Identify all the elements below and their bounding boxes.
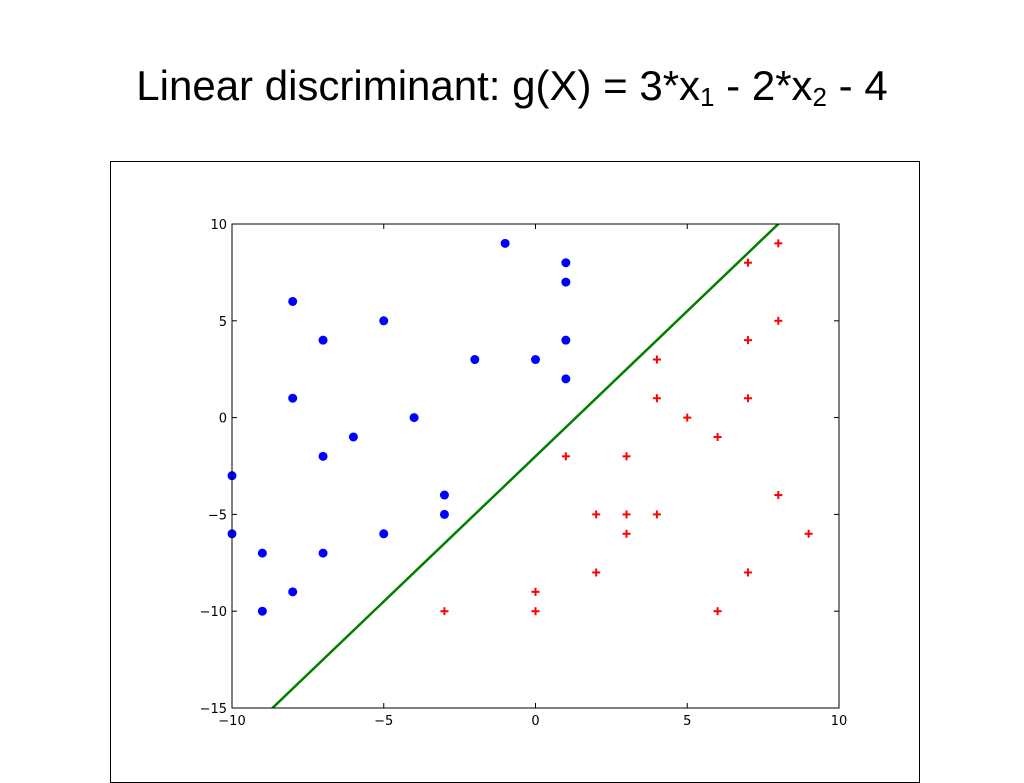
data-point-plus bbox=[774, 491, 783, 500]
data-point-circle bbox=[561, 258, 571, 268]
data-point-plus bbox=[622, 510, 631, 519]
title-main: Linear discriminant: g(X) = 3*x bbox=[136, 62, 701, 109]
title-end: - 4 bbox=[827, 62, 888, 109]
data-point-plus bbox=[713, 432, 722, 441]
data-point-plus bbox=[743, 258, 752, 267]
data-point-plus bbox=[683, 413, 692, 422]
data-point-plus bbox=[592, 568, 601, 577]
data-point-circle bbox=[257, 606, 267, 616]
data-point-circle bbox=[439, 509, 449, 519]
data-point-plus bbox=[743, 336, 752, 345]
data-point-plus bbox=[743, 394, 752, 403]
data-point-circle bbox=[318, 335, 328, 345]
data-point-plus bbox=[713, 607, 722, 616]
data-point-plus bbox=[652, 510, 661, 519]
data-point-circle bbox=[257, 548, 267, 558]
data-point-plus bbox=[531, 607, 540, 616]
data-point-circle bbox=[561, 335, 571, 345]
data-point-circle bbox=[318, 548, 328, 558]
data-point-circle bbox=[318, 451, 328, 461]
y-tick-label: 10 bbox=[210, 218, 227, 233]
x-tick-label: −10 bbox=[218, 714, 245, 729]
data-point-circle bbox=[379, 316, 389, 326]
figure-frame: −10 −5 0 5 10 −15 −10 −5 0 5 10 bbox=[110, 161, 920, 783]
plot-area-border bbox=[231, 223, 840, 709]
data-point-plus bbox=[743, 568, 752, 577]
data-point-circle bbox=[379, 529, 389, 539]
data-point-circle bbox=[500, 238, 510, 248]
data-point-circle bbox=[470, 355, 480, 365]
title-subscript-2: 2 bbox=[812, 82, 828, 112]
data-point-plus bbox=[592, 510, 601, 519]
slide-title: Linear discriminant: g(X) = 3*x1 - 2*x2 … bbox=[0, 62, 1024, 113]
x-tick-label: 0 bbox=[531, 714, 539, 729]
data-point-plus bbox=[652, 394, 661, 403]
data-point-circle bbox=[561, 277, 571, 287]
x-tick-label: −5 bbox=[374, 714, 393, 729]
data-point-plus bbox=[652, 355, 661, 364]
y-tick-label: −10 bbox=[200, 605, 227, 620]
data-point-circle bbox=[561, 374, 571, 384]
y-tick-label: 5 bbox=[219, 315, 227, 330]
y-tick-label: −5 bbox=[208, 508, 227, 523]
data-point-circle bbox=[348, 432, 358, 442]
x-tick-label: 10 bbox=[831, 714, 848, 729]
data-point-plus bbox=[561, 452, 570, 461]
data-point-plus bbox=[622, 452, 631, 461]
decision-boundary-line bbox=[270, 224, 781, 708]
y-tick-label: 0 bbox=[219, 412, 227, 427]
data-point-circle bbox=[439, 490, 449, 500]
data-point-circle bbox=[288, 393, 298, 403]
data-point-plus bbox=[774, 316, 783, 325]
title-subscript-1: 1 bbox=[700, 82, 715, 112]
data-point-plus bbox=[622, 529, 631, 538]
y-tick-label: −15 bbox=[200, 702, 227, 717]
data-point-circle bbox=[409, 413, 419, 423]
data-point-circle bbox=[531, 355, 540, 365]
x-tick-label: 5 bbox=[683, 714, 691, 729]
title-middle: - 2*x bbox=[714, 62, 813, 109]
data-point-plus bbox=[531, 587, 540, 596]
data-point-circle bbox=[288, 296, 298, 306]
data-point-plus bbox=[440, 607, 449, 616]
data-point-circle bbox=[288, 587, 298, 597]
data-point-plus bbox=[774, 239, 783, 248]
data-point-plus bbox=[804, 529, 813, 538]
